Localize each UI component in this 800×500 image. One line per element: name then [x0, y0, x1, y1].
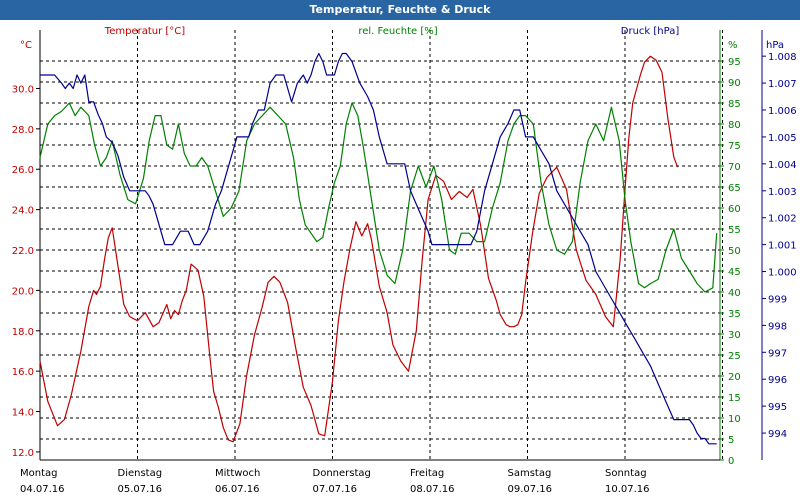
temperature-unit-label: °C [20, 40, 32, 51]
humidity-tick-label: 0 [728, 456, 734, 467]
temperature-tick-label: 16.0 [12, 367, 34, 378]
chart-lines [39, 52, 718, 445]
temperature-axis-title: Temperatur [°C] [104, 26, 185, 37]
weather-chart: 12.0 14.0 16.0 18.0 20.0 22.0 24.0 26.0 28.0 30.0… [12, 26, 797, 495]
temperature-tick-label: 24.0 [12, 206, 34, 217]
pressure-tick-label: 995 [768, 402, 787, 413]
pressure-tick-label: 1.007 [768, 79, 797, 90]
humidity-tick-label: 55 [728, 225, 741, 236]
humidity-series-line [39, 102, 718, 293]
temperature-tick-label: 12.0 [12, 448, 34, 459]
day-name-label: Dienstag [118, 468, 163, 479]
temperature-tick-label: 14.0 [12, 408, 34, 419]
pressure-tick-label: 997 [768, 348, 787, 359]
pressure-axis-title: Druck [hPa] [621, 26, 680, 37]
humidity-tick-label: 50 [728, 246, 741, 257]
day-name-label: Samstag [508, 468, 552, 479]
day-date-label: 09.07.16 [508, 484, 553, 495]
pressure-tick-label: 1.003 [768, 187, 797, 198]
pressure-tick-label: 1.004 [768, 160, 797, 171]
window-title: Temperatur, Feuchte & Druck [0, 0, 800, 20]
humidity-tick-label: 85 [728, 99, 741, 110]
humidity-tick-label: 95 [728, 57, 741, 68]
humidity-tick-label: 10 [728, 414, 741, 425]
pressure-tick-label: 1.006 [768, 106, 797, 117]
humidity-tick-label: 35 [728, 309, 741, 320]
humidity-tick-label: 25 [728, 351, 741, 362]
pressure-series-line [40, 52, 717, 445]
chart-grid [40, 30, 723, 460]
chart-axes: 12.0 14.0 16.0 18.0 20.0 22.0 24.0 26.0 28.0 30.0… [12, 30, 797, 467]
humidity-tick-label: 5 [728, 435, 734, 446]
pressure-unit-label: hPa [766, 40, 784, 51]
humidity-tick-label: 60 [728, 204, 741, 215]
temperature-tick-label: 22.0 [12, 246, 34, 257]
humidity-tick-label: 45 [728, 267, 741, 278]
pressure-tick-label: 994 [768, 429, 787, 440]
temperature-tick-label: 30.0 [12, 84, 34, 95]
temperature-tick-label: 28.0 [12, 125, 34, 136]
pressure-tick-label: 1.000 [768, 268, 797, 279]
day-date-label: 04.07.16 [20, 484, 65, 495]
humidity-tick-label: 15 [728, 393, 741, 404]
pressure-tick-label: 1.005 [768, 133, 797, 144]
humidity-tick-label: 75 [728, 141, 741, 152]
day-name-label: Montag [20, 468, 57, 479]
day-date-label: 06.07.16 [215, 484, 260, 495]
day-date-label: 10.07.16 [605, 484, 650, 495]
temperature-tick-label: 26.0 [12, 165, 34, 176]
pressure-tick-label: 999 [768, 294, 787, 305]
humidity-tick-label: 70 [728, 162, 741, 173]
pressure-tick-label: 1.008 [768, 52, 797, 63]
humidity-tick-label: 30 [728, 330, 741, 341]
chart-labels: Temperatur [°C] rel. Feuchte [%] Druck [hP… [20, 26, 679, 495]
day-date-label: 05.07.16 [118, 484, 163, 495]
temperature-tick-label: 20.0 [12, 286, 34, 297]
humidity-axis-title: rel. Feuchte [%] [358, 26, 437, 37]
humidity-tick-label: 40 [728, 288, 741, 299]
temperature-tick-label: 18.0 [12, 327, 34, 338]
humidity-tick-label: 65 [728, 183, 741, 194]
humidity-tick-label: 80 [728, 120, 741, 131]
day-date-label: 07.07.16 [313, 484, 358, 495]
pressure-tick-label: 998 [768, 321, 787, 332]
day-name-label: Donnerstag [313, 468, 371, 479]
temperature-series-line [39, 55, 679, 443]
day-name-label: Freitag [410, 468, 444, 479]
day-date-label: 08.07.16 [410, 484, 455, 495]
humidity-tick-label: 90 [728, 78, 741, 89]
humidity-unit-label: % [728, 40, 738, 51]
day-name-label: Mittwoch [215, 468, 260, 479]
pressure-tick-label: 996 [768, 375, 787, 386]
day-name-label: Sonntag [605, 468, 647, 479]
pressure-tick-label: 1.002 [768, 214, 797, 225]
humidity-tick-label: 20 [728, 372, 741, 383]
pressure-tick-label: 1.001 [768, 241, 797, 252]
